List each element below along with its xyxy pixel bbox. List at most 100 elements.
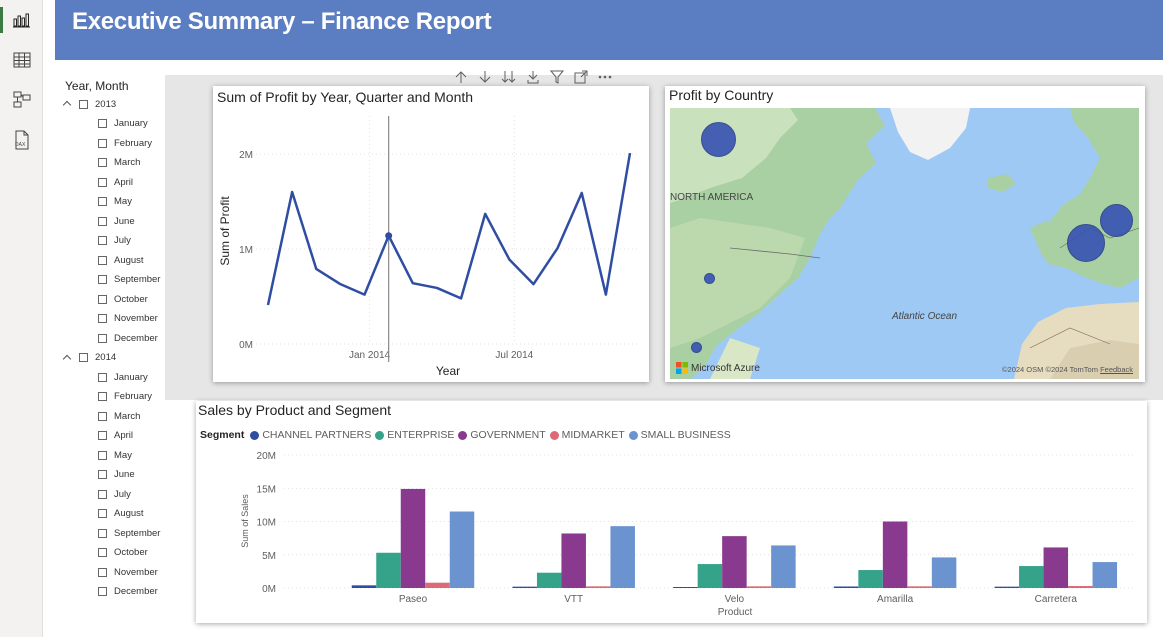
profit-line-chart[interactable]: Sum of Profit by Year, Quarter and Month… [213, 86, 649, 382]
bar-small-business[interactable] [1092, 562, 1118, 588]
slicer-month-item[interactable]: February [98, 390, 152, 404]
slicer-checkbox[interactable] [98, 119, 107, 128]
bar-midmarket[interactable] [585, 586, 611, 588]
slicer-checkbox[interactable] [98, 431, 107, 440]
slicer-checkbox[interactable] [98, 567, 107, 577]
profit-series-line[interactable] [266, 152, 632, 306]
slicer-month-item[interactable]: January [98, 370, 148, 384]
collapse-caret-icon[interactable] [63, 99, 73, 109]
drill-down-icon[interactable] [475, 68, 495, 86]
slicer-month-item[interactable]: November [98, 312, 158, 326]
bar-midmarket[interactable] [1068, 586, 1093, 588]
slicer-month-item[interactable]: August [98, 507, 144, 521]
slicer-checkbox[interactable] [98, 392, 107, 401]
slicer-checkbox[interactable] [98, 372, 107, 382]
bar-enterprise[interactable] [376, 552, 401, 588]
data-point[interactable] [385, 232, 393, 240]
map-bubble[interactable] [691, 342, 702, 353]
slicer-checkbox[interactable] [98, 587, 107, 596]
bar-government[interactable] [882, 521, 908, 589]
slicer-month-item[interactable]: May [98, 195, 132, 209]
more-options-icon[interactable] [595, 68, 615, 86]
slicer-year-2014[interactable]: 2014 [63, 351, 116, 365]
profit-map[interactable]: Profit by Country [665, 86, 1145, 382]
bar-small-business[interactable] [610, 526, 635, 588]
slicer-checkbox[interactable] [98, 489, 107, 499]
map-feedback-link[interactable]: Feedback [1100, 365, 1133, 374]
sales-bar-chart[interactable]: Sales by Product and Segment Segment CHA… [196, 401, 1147, 623]
bar-enterprise[interactable] [697, 564, 723, 588]
slicer-checkbox[interactable] [98, 333, 107, 343]
bar-channel-partners[interactable] [833, 586, 859, 588]
bar-midmarket[interactable] [425, 582, 450, 588]
slicer-month-item[interactable]: June [98, 214, 135, 228]
bar-channel-partners[interactable] [351, 585, 377, 588]
model-view-icon[interactable] [6, 85, 38, 115]
slicer-checkbox[interactable] [98, 528, 107, 538]
slicer-month-item[interactable]: August [98, 253, 144, 267]
bar-government[interactable] [561, 533, 586, 588]
collapse-caret-icon[interactable] [63, 353, 73, 363]
slicer-month-item[interactable]: March [98, 409, 140, 423]
expand-hierarchy-icon[interactable] [523, 68, 543, 86]
slicer-month-item[interactable]: April [98, 429, 133, 443]
slicer-checkbox[interactable] [98, 216, 107, 226]
bar-government[interactable] [722, 536, 747, 588]
slicer-checkbox[interactable] [98, 314, 107, 323]
slicer-month-item[interactable]: July [98, 234, 131, 248]
legend-item[interactable]: ENTERPRISE [375, 429, 454, 441]
slicer-month-item[interactable]: February [98, 136, 152, 150]
bar-small-business[interactable] [931, 557, 957, 588]
slicer-checkbox[interactable] [98, 470, 107, 479]
slicer-checkbox[interactable] [98, 411, 107, 421]
slicer-checkbox[interactable] [98, 236, 107, 245]
slicer-month-item[interactable]: October [98, 546, 148, 560]
slicer-checkbox[interactable] [98, 177, 107, 187]
slicer-month-item[interactable]: May [98, 448, 132, 462]
slicer-month-item[interactable]: January [98, 117, 148, 131]
map-bubble[interactable] [1100, 204, 1133, 237]
drill-up-icon[interactable] [451, 68, 471, 86]
slicer-checkbox[interactable] [98, 548, 107, 557]
slicer-year-2013[interactable]: 2013 [63, 97, 116, 111]
legend-item[interactable]: SMALL BUSINESS [628, 429, 731, 441]
legend-item[interactable]: CHANNEL PARTNERS [250, 429, 371, 441]
legend-item[interactable]: GOVERNMENT [458, 429, 546, 441]
slicer-month-item[interactable]: September [98, 273, 160, 287]
slicer-checkbox[interactable] [98, 275, 107, 284]
slicer-month-item[interactable]: July [98, 487, 131, 501]
bar-government[interactable] [400, 488, 426, 588]
map-canvas[interactable]: NORTH AMERICA Atlantic Ocean Microsoft A… [670, 108, 1139, 379]
bar-channel-partners[interactable] [512, 586, 537, 588]
table-view-icon[interactable] [6, 45, 38, 75]
slicer-month-item[interactable]: June [98, 468, 135, 482]
legend-item[interactable]: MIDMARKET [549, 429, 625, 441]
bar-midmarket[interactable] [746, 586, 772, 588]
filter-icon[interactable] [547, 68, 567, 86]
slicer-month-item[interactable]: October [98, 292, 148, 306]
slicer-checkbox[interactable] [98, 294, 107, 304]
bar-enterprise[interactable] [1019, 566, 1044, 588]
slicer-checkbox[interactable] [98, 255, 107, 265]
slicer-checkbox[interactable] [98, 509, 107, 518]
slicer-checkbox[interactable] [98, 138, 107, 148]
map-bubble[interactable] [704, 273, 715, 284]
bar-midmarket[interactable] [907, 586, 932, 588]
slicer-month-item[interactable]: December [98, 331, 158, 345]
bar-channel-partners[interactable] [673, 587, 698, 588]
slicer-month-item[interactable]: November [98, 565, 158, 579]
slicer-checkbox[interactable] [98, 158, 107, 167]
slicer-checkbox[interactable] [98, 197, 107, 206]
slicer-checkbox[interactable] [79, 99, 88, 109]
slicer-month-item[interactable]: March [98, 156, 140, 170]
bar-small-business[interactable] [771, 545, 796, 588]
map-bubble[interactable] [1067, 224, 1105, 262]
slicer-checkbox[interactable] [98, 450, 107, 460]
expand-next-level-icon[interactable] [499, 68, 519, 86]
focus-mode-icon[interactable] [571, 68, 591, 86]
report-view-icon[interactable] [0, 5, 38, 35]
map-bubble[interactable] [701, 122, 736, 157]
bar-small-business[interactable] [449, 511, 475, 588]
dax-query-icon[interactable]: DAX [6, 125, 38, 155]
slicer-month-item[interactable]: April [98, 175, 133, 189]
